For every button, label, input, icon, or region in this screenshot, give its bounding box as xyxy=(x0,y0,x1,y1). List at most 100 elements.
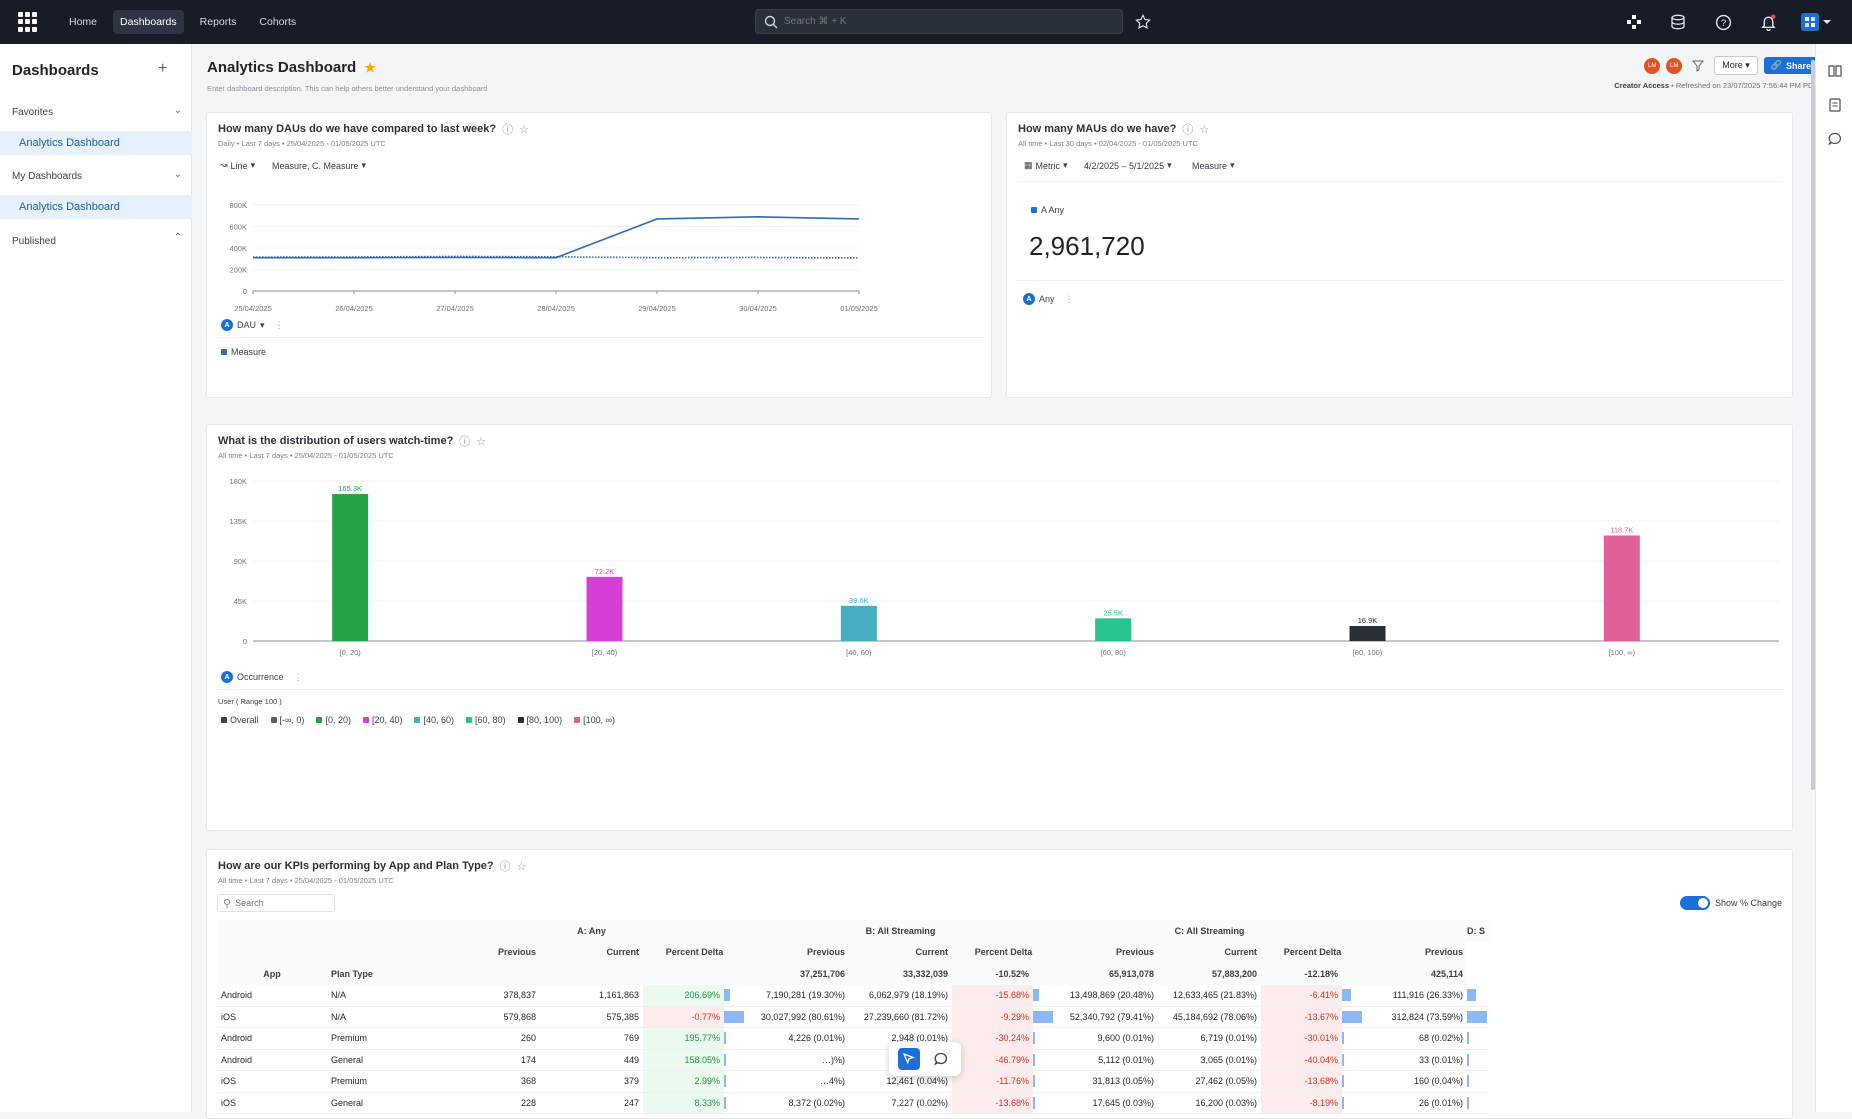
sidebar-section-my-dashboards[interactable]: My Dashboards ⌄ xyxy=(12,169,182,182)
date-range-dropdown[interactable]: 4/2/2025 – 5/1/2025 ▾ xyxy=(1079,157,1177,174)
show-percent-change-toggle[interactable]: Show % Change xyxy=(1679,896,1782,910)
card-title-text: What is the distribution of users watch-… xyxy=(218,435,454,447)
dashboard-description[interactable]: Enter dashboard description. This can he… xyxy=(207,84,488,93)
sidebar-section-label: Published xyxy=(12,236,56,247)
caret-down-icon: ▾ xyxy=(1230,160,1235,170)
inline-bar xyxy=(1467,1096,1469,1109)
table-cell: Android xyxy=(217,1027,327,1050)
database-icon[interactable] xyxy=(1668,12,1688,32)
chart-legend[interactable]: Measure xyxy=(221,347,266,357)
table-cell: 6,062,979 (18.19%) xyxy=(849,984,952,1007)
legend-item[interactable]: [100, ∞) xyxy=(574,715,615,725)
nav-home[interactable]: Home xyxy=(69,16,98,28)
bar-cell xyxy=(1342,1027,1364,1050)
notes-icon[interactable] xyxy=(1826,96,1844,114)
series-a-badge: A xyxy=(221,319,233,331)
help-icon[interactable]: ? xyxy=(1713,12,1733,32)
inline-bar xyxy=(724,1032,726,1045)
series-a-badge: A xyxy=(221,671,233,683)
card-title[interactable]: How are our KPIs performing by App and P… xyxy=(218,858,527,874)
table-cell: N/A xyxy=(327,984,437,1007)
chat-icon[interactable] xyxy=(1826,130,1844,148)
star-icon[interactable]: ☆ xyxy=(1199,123,1210,136)
comment-icon[interactable] xyxy=(930,1048,952,1070)
sidebar-item-favorite-analytics-dashboard[interactable]: Analytics Dashboard xyxy=(0,131,192,155)
column-header: Previous xyxy=(1364,941,1467,963)
more-button[interactable]: More ▾ xyxy=(1714,56,1758,75)
book-icon[interactable] xyxy=(1826,62,1844,80)
nav-dashboards[interactable]: Dashboards xyxy=(113,10,184,34)
notifications-bell-icon[interactable] xyxy=(1758,12,1778,32)
column-header: Previous xyxy=(437,941,540,963)
kebab-menu-icon[interactable]: ⋮ xyxy=(1064,293,1074,304)
legend-item[interactable]: [40, 60) xyxy=(414,715,454,725)
sidebar-section-favorites[interactable]: Favorites ⌄ xyxy=(12,105,182,118)
sidebar-item-my-analytics-dashboard[interactable]: Analytics Dashboard xyxy=(0,195,192,219)
info-icon[interactable]: ⓘ xyxy=(459,436,471,448)
dashboard-title: Analytics Dashboard ★ xyxy=(207,59,376,76)
favorite-star-icon[interactable]: ★ xyxy=(364,59,376,75)
inline-bar xyxy=(1467,1075,1469,1088)
divider xyxy=(217,337,983,338)
svg-text:?: ? xyxy=(1720,18,1725,29)
share-button[interactable]: 🔗 Share xyxy=(1763,57,1818,74)
global-search[interactable] xyxy=(755,9,1123,34)
table-cell: 2.99% xyxy=(643,1070,724,1093)
card-title[interactable]: What is the distribution of users watch-… xyxy=(218,433,486,449)
info-icon[interactable]: ⓘ xyxy=(502,124,514,136)
table-search-input[interactable] xyxy=(235,898,326,908)
app-grid-logo-icon[interactable] xyxy=(18,12,38,32)
column-header: Current xyxy=(1158,941,1261,963)
filter-icon[interactable] xyxy=(1692,60,1705,72)
sidebar-section-label: Favorites xyxy=(12,107,54,118)
series-label-dau[interactable]: A DAU ▾ ⋮ xyxy=(221,319,284,331)
caret-down-icon: ▾ xyxy=(1167,160,1172,170)
star-icon[interactable]: ☆ xyxy=(516,860,527,873)
table-cell: 425,114 xyxy=(1364,963,1467,985)
main-scrollbar[interactable] xyxy=(1811,60,1815,790)
legend-item[interactable]: [20, 40) xyxy=(362,715,402,725)
legend-item[interactable]: [60, 80) xyxy=(466,715,506,725)
legend-item[interactable]: Overall xyxy=(221,715,259,725)
info-icon[interactable]: ⓘ xyxy=(1182,124,1194,136)
legend-item[interactable]: [80, 100) xyxy=(517,715,562,725)
cursor-select-icon[interactable] xyxy=(898,1048,920,1070)
kebab-menu-icon[interactable]: ⋮ xyxy=(293,671,303,682)
avatar[interactable]: LM xyxy=(1644,57,1661,74)
x-tick-label: [20, 40) xyxy=(592,648,618,657)
table-cell: 247 xyxy=(540,1092,643,1114)
legend-label: [40, 60) xyxy=(423,715,455,725)
nav-cohorts[interactable]: Cohorts xyxy=(259,16,297,28)
legend-item[interactable]: [-∞, 0) xyxy=(270,715,304,725)
toggle-switch[interactable] xyxy=(1679,896,1710,910)
global-search-input[interactable] xyxy=(784,16,1084,27)
avatar[interactable]: LM xyxy=(1666,57,1683,74)
table-cell: 378,837 xyxy=(437,984,540,1007)
series-label-occurrence[interactable]: A Occurrence ⋮ xyxy=(221,671,303,683)
table-group-header-cell: A: Any xyxy=(437,920,746,942)
info-icon[interactable]: ⓘ xyxy=(499,861,511,873)
table-search[interactable]: ⚲ xyxy=(217,894,335,912)
table-cell xyxy=(217,920,327,942)
sidebar-section-published[interactable]: Published ⌃ xyxy=(12,232,182,247)
series-a-badge: A xyxy=(1023,293,1035,305)
measure-dropdown[interactable]: Measure ▾ xyxy=(1187,157,1240,174)
kebab-menu-icon[interactable]: ⋮ xyxy=(274,319,284,330)
star-icon[interactable]: ☆ xyxy=(519,123,530,136)
measure-dropdown[interactable]: Measure, C. Measure ▾ xyxy=(267,157,371,174)
org-switcher[interactable] xyxy=(1799,12,1833,32)
card-title[interactable]: How many DAUs do we have compared to las… xyxy=(218,121,529,137)
kpi-table-card: How are our KPIs performing by App and P… xyxy=(206,849,1793,1119)
card-title[interactable]: How many MAUs do we have? ⓘ ☆ xyxy=(1018,121,1209,137)
series-label-any[interactable]: A Any ⋮ xyxy=(1023,293,1074,305)
legend-item[interactable]: [0, 20) xyxy=(316,715,351,725)
add-dashboard-plus-icon[interactable]: + xyxy=(158,60,168,77)
nav-reports[interactable]: Reports xyxy=(199,16,237,28)
inline-bar xyxy=(1467,1053,1469,1066)
star-icon[interactable]: ☆ xyxy=(476,435,487,448)
metric-dropdown[interactable]: ▦ Metric ▾ xyxy=(1019,157,1073,174)
integrations-icon[interactable] xyxy=(1624,12,1644,32)
star-icon[interactable] xyxy=(1133,12,1153,32)
table-cell: Android xyxy=(217,1049,327,1071)
chart-type-dropdown[interactable]: ↝ Line ▾ xyxy=(215,157,260,174)
